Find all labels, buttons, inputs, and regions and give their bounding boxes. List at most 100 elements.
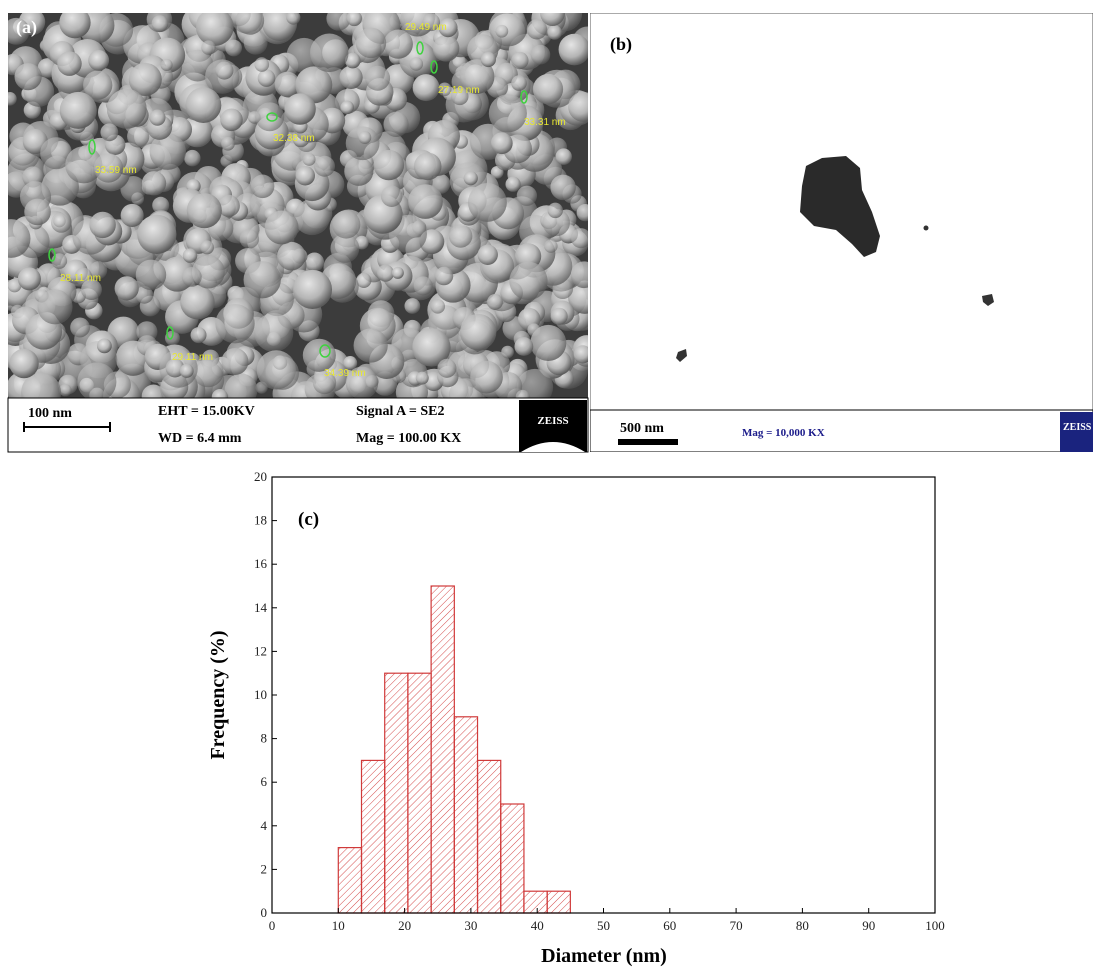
sem-grain	[547, 25, 562, 40]
sem-grain	[128, 62, 162, 97]
x-tick-label: 0	[269, 918, 276, 933]
sem-grain	[505, 176, 521, 192]
sem-grain	[408, 184, 443, 219]
sem-grain	[141, 171, 167, 196]
sem-grain	[106, 88, 147, 129]
particle	[923, 225, 929, 231]
scale-bar-label: 100 nm	[28, 406, 72, 421]
sem-grain	[59, 91, 97, 129]
sem-grain	[284, 93, 316, 125]
bar	[384, 672, 409, 914]
sem-grain	[345, 366, 379, 398]
sem-grain	[340, 100, 354, 115]
bar	[523, 890, 548, 914]
sem-grain	[199, 240, 214, 255]
x-tick-label: 70	[730, 918, 743, 933]
sem-grain	[516, 185, 538, 206]
sem-grain	[391, 266, 404, 279]
sem-grain	[201, 40, 216, 55]
particle	[676, 349, 687, 362]
sem-grain	[344, 156, 374, 186]
sem-grain	[413, 152, 442, 181]
sem-grain	[488, 94, 527, 133]
y-tick-label: 16	[254, 556, 268, 571]
bar	[407, 672, 432, 914]
sem-grain	[432, 34, 460, 62]
sem-grain	[514, 337, 534, 356]
measure-label: 27.19 nm	[438, 85, 480, 96]
sem-grain	[224, 373, 258, 398]
bar	[337, 846, 363, 914]
sem-grain	[381, 185, 403, 207]
sem-grain	[343, 356, 358, 371]
sem-grain	[302, 153, 316, 166]
x-tick-label: 10	[332, 918, 345, 933]
sem-grain	[165, 358, 185, 378]
particle-cluster	[800, 156, 880, 257]
sem-grain	[254, 312, 294, 353]
sem-grain	[88, 49, 110, 71]
sem-grain	[59, 384, 72, 397]
sem-grain	[217, 194, 240, 217]
sem-grain	[21, 372, 62, 398]
y-tick-label: 12	[254, 643, 267, 658]
sem-grain	[302, 338, 336, 372]
logo: ZEISS	[537, 415, 568, 427]
sem-grain	[412, 74, 440, 102]
sem-grain	[470, 360, 503, 394]
x-tick-label: 80	[796, 918, 809, 933]
sem-grain	[100, 123, 119, 142]
x-tick-label: 50	[597, 918, 610, 933]
sem-grain	[526, 19, 548, 40]
sem-grain	[409, 57, 424, 71]
sem-grain	[120, 203, 144, 227]
sem-grain	[180, 284, 215, 320]
sem-grain	[550, 307, 568, 325]
y-tick-label: 8	[261, 731, 268, 746]
sem-grain	[141, 384, 166, 398]
sem-grain	[137, 214, 177, 254]
sem-grain	[89, 261, 108, 280]
sem-grain	[211, 389, 229, 398]
bar	[546, 890, 571, 914]
y-tick-label: 2	[261, 861, 268, 876]
sem-grain	[286, 13, 301, 25]
particle	[982, 294, 994, 306]
sem-grain	[89, 211, 116, 239]
panel-label: (c)	[298, 509, 319, 530]
sem-grain	[415, 371, 429, 385]
measure-markers	[48, 41, 528, 358]
logo: ZEISS	[1063, 422, 1092, 433]
sem-grain	[570, 261, 588, 289]
sem-grain	[37, 289, 73, 325]
sem-grain	[8, 92, 17, 106]
sem-grain	[292, 269, 333, 309]
sem-grain	[221, 348, 249, 376]
sem-grain	[353, 328, 388, 363]
sem-grain	[190, 327, 207, 344]
sem-grain	[383, 111, 409, 137]
sem-grain	[404, 298, 421, 314]
sem-grain	[220, 108, 243, 132]
sem-grain	[8, 219, 31, 258]
sem-grain	[437, 82, 452, 97]
sem-grain	[127, 125, 150, 148]
sem-grain	[530, 324, 567, 362]
sem-grain	[160, 58, 173, 71]
histogram-chart: (c) Diameter (nm) Frequency (%) 0 10 20 30 4…	[207, 469, 945, 967]
sem-grain	[355, 27, 387, 59]
sem-grain	[550, 174, 576, 201]
sem-grain	[255, 102, 285, 132]
info-wd: WD = 6.4 mm	[158, 431, 242, 446]
scale-bar	[618, 439, 678, 445]
sem-grain	[40, 137, 73, 170]
sem-panel: 29.49 nm 27.19 nm 32.38 nm 33.31 nm 33.5…	[7, 13, 589, 453]
sem-grain	[215, 304, 255, 344]
sem-grain	[295, 165, 316, 186]
sem-grain	[184, 149, 201, 167]
panel-label: (b)	[610, 34, 632, 55]
sem-grain	[495, 24, 509, 38]
sem-grain	[93, 153, 124, 183]
bar	[476, 759, 502, 914]
y-tick-label: 6	[261, 774, 268, 789]
